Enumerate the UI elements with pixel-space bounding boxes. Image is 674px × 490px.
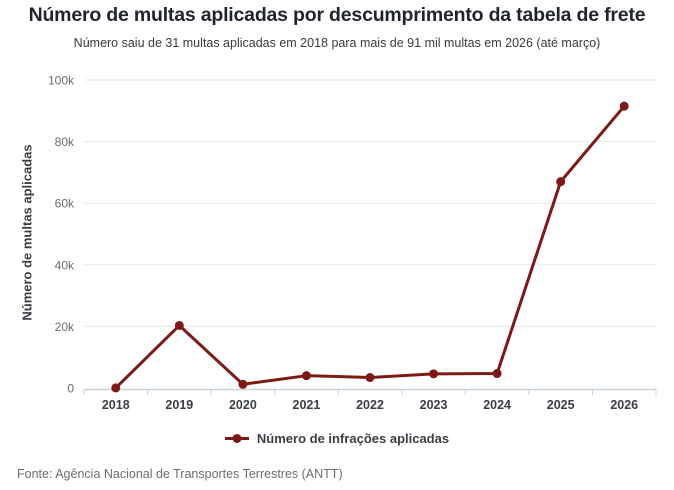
y-tick-label: 40k — [55, 258, 75, 272]
series-line — [114, 104, 626, 390]
data-point — [429, 369, 439, 379]
legend: Número de infrações aplicadas — [0, 431, 674, 446]
y-tick-label: 60k — [55, 197, 75, 211]
line-chart: 0 20k 40k 60k 80k 100k 2018 2019 2020 2021 2022 202… — [48, 74, 657, 412]
page-subtitle: Número saiu de 31 multas aplicadas em 20… — [73, 36, 601, 50]
y-tick-label: 20k — [55, 320, 75, 334]
x-tick-label: 2021 — [293, 398, 321, 412]
data-point — [238, 379, 248, 389]
data-point — [492, 369, 502, 379]
page-title: Número de multas aplicadas por descumpri… — [28, 4, 646, 26]
y-tick-label: 0 — [67, 382, 74, 396]
legend-label: Número de infrações aplicadas — [256, 431, 450, 446]
legend-marker-icon — [224, 434, 249, 443]
x-tick-label: 2018 — [102, 398, 130, 412]
x-tick-label: 2025 — [547, 398, 575, 412]
data-point — [365, 373, 375, 383]
x-tick-label: 2024 — [483, 398, 511, 412]
x-tick-label: 2019 — [165, 398, 193, 412]
data-point — [556, 177, 566, 187]
source-note: Fonte: Agência Nacional de Transportes T… — [17, 467, 343, 481]
x-tick-label: 2026 — [610, 398, 638, 412]
x-tick-label: 2020 — [229, 398, 257, 412]
data-point — [111, 383, 121, 393]
data-point — [619, 101, 629, 111]
x-tick-label: 2023 — [420, 398, 448, 412]
y-tick-label: 80k — [55, 135, 75, 149]
x-tick-label: 2022 — [356, 398, 384, 412]
data-point — [174, 320, 184, 330]
y-tick-label: 100k — [48, 74, 75, 88]
data-point — [301, 371, 311, 381]
